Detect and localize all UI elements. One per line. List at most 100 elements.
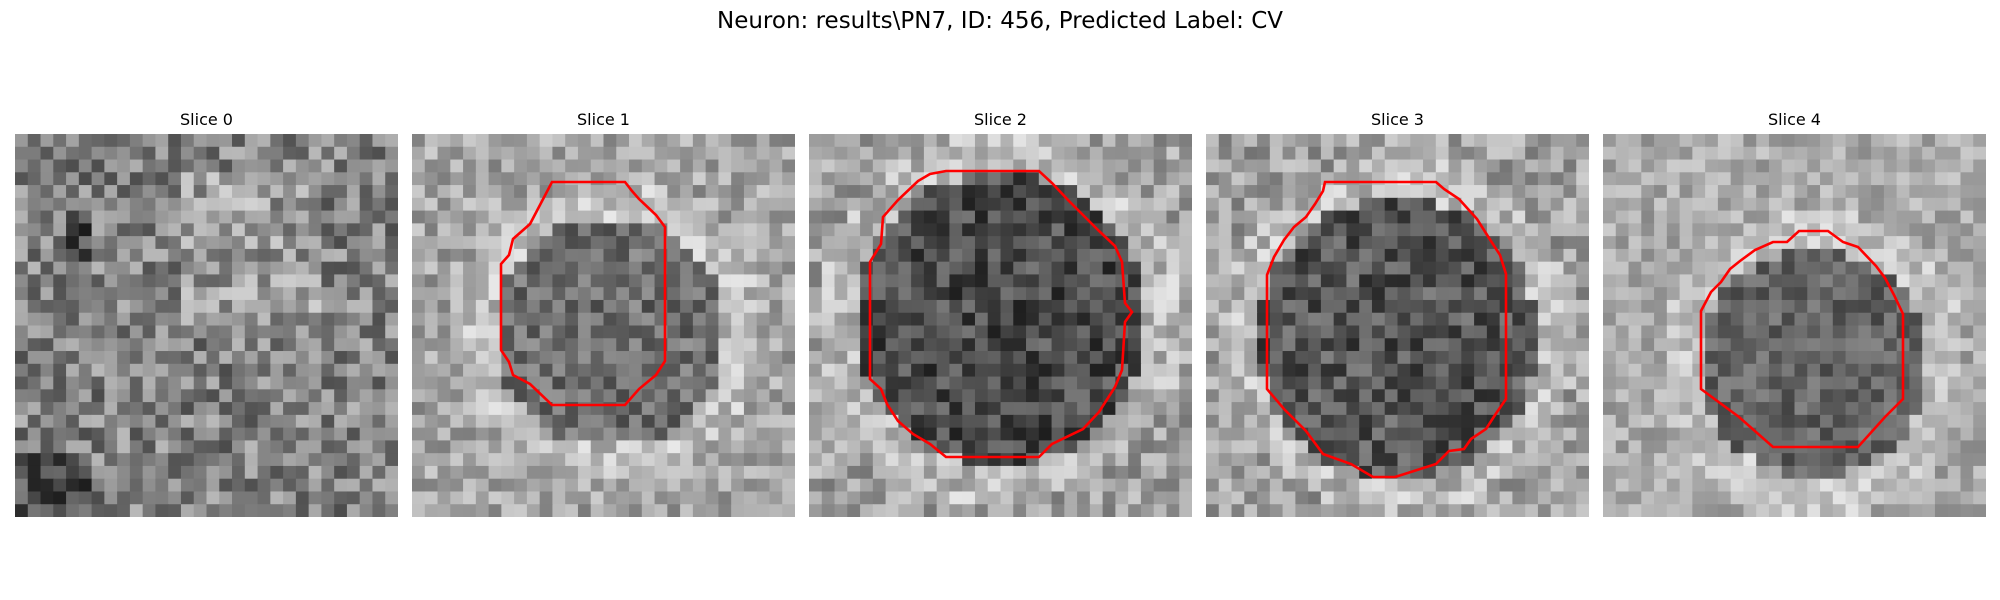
image-pixel bbox=[130, 134, 143, 147]
image-pixel bbox=[898, 211, 911, 224]
image-pixel bbox=[1705, 134, 1718, 147]
image-pixel bbox=[130, 453, 143, 466]
image-pixel bbox=[1820, 198, 1833, 211]
image-pixel bbox=[1603, 287, 1616, 300]
image-pixel bbox=[1820, 326, 1833, 339]
image-pixel bbox=[1795, 402, 1808, 415]
image-pixel bbox=[1616, 223, 1629, 236]
image-pixel bbox=[1321, 504, 1334, 517]
image-pixel bbox=[1244, 402, 1257, 415]
image-pixel bbox=[1858, 389, 1871, 402]
image-pixel bbox=[1001, 338, 1014, 351]
image-pixel bbox=[1077, 338, 1090, 351]
image-pixel bbox=[283, 351, 296, 364]
image-pixel bbox=[207, 389, 220, 402]
image-pixel bbox=[1244, 300, 1257, 313]
image-pixel bbox=[258, 466, 271, 479]
image-pixel bbox=[1270, 491, 1283, 504]
image-pixel bbox=[181, 491, 194, 504]
image-pixel bbox=[1359, 326, 1372, 339]
image-pixel bbox=[1756, 134, 1769, 147]
image-pixel bbox=[680, 351, 693, 364]
image-pixel bbox=[270, 211, 283, 224]
image-pixel bbox=[372, 147, 385, 160]
image-pixel bbox=[296, 326, 309, 339]
image-pixel bbox=[860, 313, 873, 326]
image-pixel bbox=[782, 389, 795, 402]
image-pixel bbox=[1385, 338, 1398, 351]
image-pixel bbox=[425, 389, 438, 402]
image-pixel bbox=[744, 211, 757, 224]
image-pixel bbox=[1616, 198, 1629, 211]
image-pixel bbox=[1398, 440, 1411, 453]
image-pixel bbox=[28, 211, 41, 224]
image-pixel bbox=[412, 351, 425, 364]
image-pixel bbox=[1935, 415, 1948, 428]
image-pixel bbox=[1283, 428, 1296, 441]
image-pixel bbox=[835, 326, 848, 339]
image-pixel bbox=[988, 491, 1001, 504]
image-pixel bbox=[1449, 351, 1462, 364]
image-pixel bbox=[809, 249, 822, 262]
image-pixel bbox=[334, 453, 347, 466]
image-pixel bbox=[1756, 364, 1769, 377]
image-pixel bbox=[1128, 172, 1141, 185]
image-pixel bbox=[642, 223, 655, 236]
image-pixel bbox=[1871, 402, 1884, 415]
image-pixel bbox=[1667, 313, 1680, 326]
image-pixel bbox=[1909, 338, 1922, 351]
image-pixel bbox=[975, 211, 988, 224]
image-pixel bbox=[1001, 440, 1014, 453]
image-pixel bbox=[1257, 147, 1270, 160]
image-pixel bbox=[514, 351, 527, 364]
image-pixel bbox=[731, 415, 744, 428]
image-pixel bbox=[1884, 198, 1897, 211]
image-pixel bbox=[1283, 147, 1296, 160]
image-pixel bbox=[245, 415, 258, 428]
image-pixel bbox=[1052, 504, 1065, 517]
image-pixel bbox=[1680, 351, 1693, 364]
image-pixel bbox=[1973, 300, 1986, 313]
image-pixel bbox=[347, 402, 360, 415]
image-pixel bbox=[1833, 453, 1846, 466]
image-pixel bbox=[450, 198, 463, 211]
image-pixel bbox=[463, 364, 476, 377]
image-pixel bbox=[1039, 313, 1052, 326]
image-pixel bbox=[1512, 389, 1525, 402]
image-pixel bbox=[219, 389, 232, 402]
image-pixel bbox=[219, 160, 232, 173]
image-pixel bbox=[1973, 211, 1986, 224]
image-pixel bbox=[1013, 223, 1026, 236]
image-pixel bbox=[822, 172, 835, 185]
image-pixel bbox=[1563, 262, 1576, 275]
image-pixel bbox=[1820, 236, 1833, 249]
image-pixel bbox=[425, 185, 438, 198]
image-pixel bbox=[1257, 313, 1270, 326]
image-pixel bbox=[104, 172, 117, 185]
image-pixel bbox=[1232, 428, 1245, 441]
image-pixel bbox=[514, 185, 527, 198]
image-pixel bbox=[143, 364, 156, 377]
image-pixel bbox=[1334, 211, 1347, 224]
image-pixel bbox=[1154, 428, 1167, 441]
image-pixel bbox=[15, 134, 28, 147]
image-pixel bbox=[1858, 440, 1871, 453]
image-pixel bbox=[1705, 262, 1718, 275]
image-pixel bbox=[835, 351, 848, 364]
image-pixel bbox=[1769, 134, 1782, 147]
image-pixel bbox=[731, 262, 744, 275]
image-pixel bbox=[92, 466, 105, 479]
image-pixel bbox=[1436, 134, 1449, 147]
image-pixel bbox=[1948, 364, 1961, 377]
image-pixel bbox=[232, 300, 245, 313]
image-pixel bbox=[898, 249, 911, 262]
image-pixel bbox=[1270, 211, 1283, 224]
image-pixel bbox=[1884, 453, 1897, 466]
image-pixel bbox=[847, 160, 860, 173]
image-pixel bbox=[835, 236, 848, 249]
image-pixel bbox=[1667, 236, 1680, 249]
image-pixel bbox=[1039, 198, 1052, 211]
image-pixel bbox=[1410, 504, 1423, 517]
image-pixel bbox=[1064, 274, 1077, 287]
image-pixel bbox=[438, 326, 451, 339]
